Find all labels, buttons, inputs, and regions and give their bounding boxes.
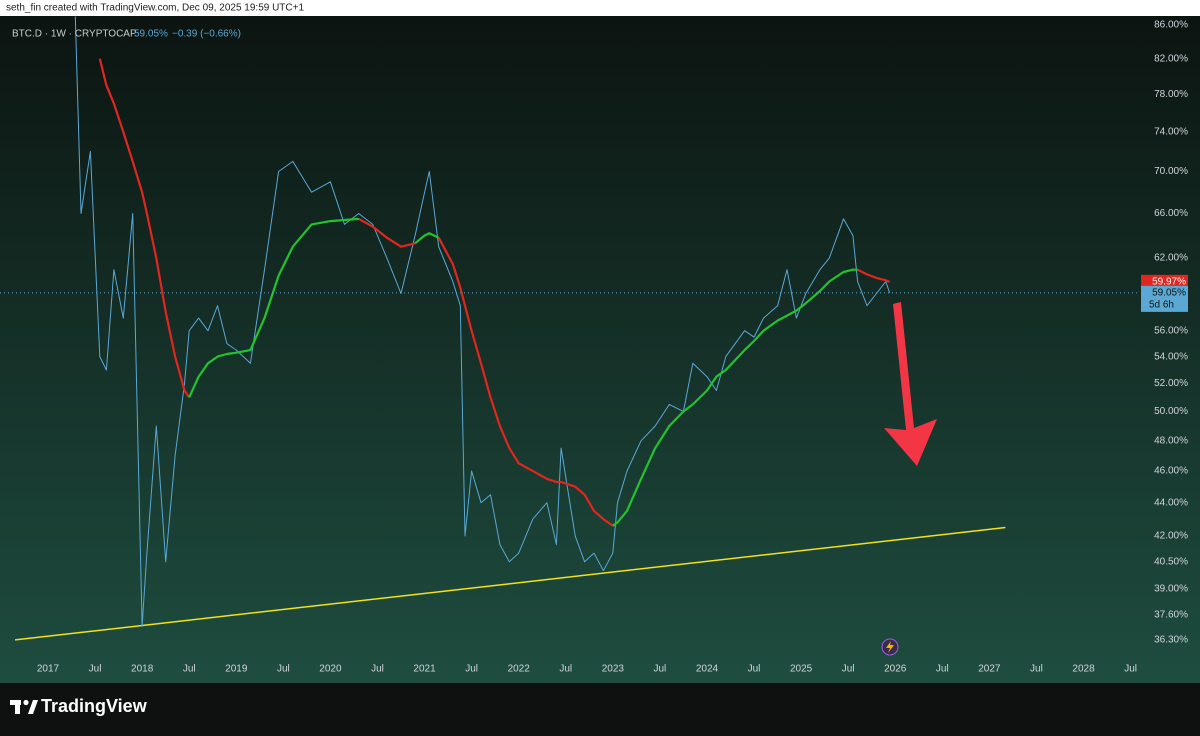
x-tick-label: 2022 <box>508 664 531 675</box>
arrow <box>884 302 937 466</box>
x-tick-label: 2020 <box>319 664 342 675</box>
brand: TradingView <box>41 696 148 716</box>
event-icon <box>886 641 894 653</box>
x-tick-label: Jul <box>654 664 667 675</box>
y-tick-label: 78.00% <box>1154 89 1188 100</box>
x-tick-label: Jul <box>1124 664 1137 675</box>
logo <box>10 699 38 714</box>
x-tick-label: 2028 <box>1072 664 1095 675</box>
series-line <box>98 58 891 527</box>
series-line <box>74 16 891 627</box>
logo-mark <box>28 700 38 714</box>
y-tick-label: 86.00% <box>1154 19 1188 30</box>
y-tick-label: 62.00% <box>1154 253 1188 264</box>
countdown: 5d 6h <box>1149 300 1174 311</box>
y-tick-label: 39.00% <box>1154 583 1188 594</box>
y-tick-label: 46.00% <box>1154 466 1188 477</box>
symbol: BTC.D · 1W · CRYPTOCAP <box>12 29 137 40</box>
x-tick-label: Jul <box>371 664 384 675</box>
y-tick-label: 37.60% <box>1154 609 1188 620</box>
x-tick-label: 2024 <box>696 664 719 675</box>
series-line <box>188 217 858 527</box>
attribution: seth_fin created with TradingView.com, D… <box>6 3 304 14</box>
x-tick-label: 2027 <box>978 664 1001 675</box>
price-label-box <box>1141 285 1188 312</box>
footer <box>0 683 1200 731</box>
y-tick-label: 50.00% <box>1154 406 1188 417</box>
x-tick-label: Jul <box>1030 664 1043 675</box>
y-tick-label: 42.00% <box>1154 531 1188 542</box>
y-tick-label: 82.00% <box>1154 53 1188 64</box>
x-tick-label: 2018 <box>131 664 154 675</box>
trendline <box>15 526 1006 641</box>
x-tick-label: Jul <box>842 664 855 675</box>
x-tick-label: Jul <box>277 664 290 675</box>
x-tick-label: 2021 <box>413 664 436 675</box>
price-label-box <box>1141 274 1188 289</box>
x-tick-label: 2017 <box>37 664 60 675</box>
x-tick-label: 2019 <box>225 664 248 675</box>
x-tick-label: 2023 <box>602 664 625 675</box>
plot <box>15 16 1006 641</box>
price-label: 59.97% <box>1152 276 1186 287</box>
price-label: 59.05% <box>1152 288 1186 299</box>
y-tick-label: 56.00% <box>1154 325 1188 336</box>
y-tick-label: 36.30% <box>1154 635 1188 646</box>
x-tick-label: Jul <box>89 664 102 675</box>
x-tick-label: Jul <box>936 664 949 675</box>
x-tick-label: 2025 <box>790 664 813 675</box>
legend-value: 59.05% <box>134 29 168 40</box>
x-tick-label: Jul <box>748 664 761 675</box>
y-tick-label: 70.00% <box>1154 166 1188 177</box>
y-tick-label: 44.00% <box>1154 497 1188 508</box>
y-tick-label: 48.00% <box>1154 435 1188 446</box>
y-tick-label: 74.00% <box>1154 127 1188 138</box>
x-tick-label: Jul <box>559 664 572 675</box>
header-bar <box>0 0 1200 16</box>
x-tick-label: Jul <box>465 664 478 675</box>
legend-change: −0.39 (−0.66%) <box>172 29 241 40</box>
y-tick-label: 54.00% <box>1154 351 1188 362</box>
y-tick-label: 66.00% <box>1154 208 1188 219</box>
x-tick-label: 2026 <box>884 664 907 675</box>
x-tick-label: Jul <box>183 664 196 675</box>
y-tick-label: 40.50% <box>1154 556 1188 567</box>
y-tick-label: 52.00% <box>1154 378 1188 389</box>
logo-mark <box>23 699 29 706</box>
logo-mark <box>15 700 20 714</box>
plot-background <box>0 16 1200 683</box>
